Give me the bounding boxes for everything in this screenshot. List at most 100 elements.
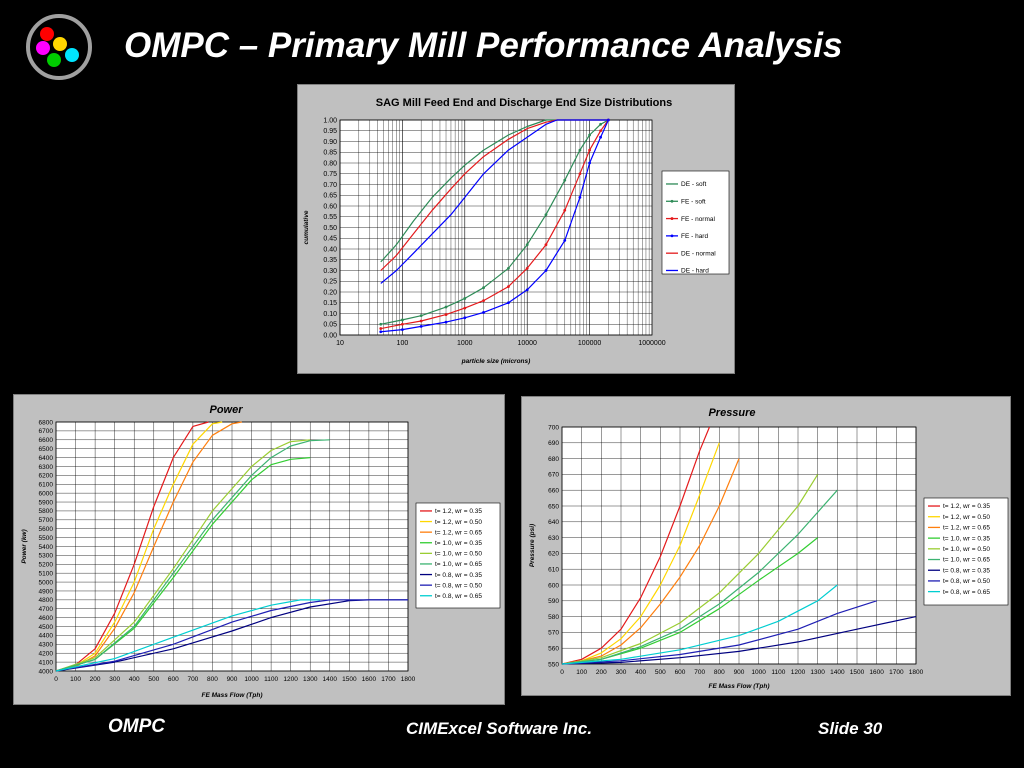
power-y-tick-label: 6100	[39, 482, 54, 489]
power-y-tick-label: 6700	[39, 428, 54, 435]
pressure-legend-label: t= 0.8, wr = 0.50	[943, 578, 990, 585]
size-series-point	[578, 148, 582, 152]
logo-dot-green	[47, 53, 61, 67]
pressure-x-axis-label: FE Mass Flow (Tph)	[708, 683, 769, 690]
size-series-point	[401, 328, 404, 332]
pressure-legend-label: t= 0.8, wr = 0.35	[943, 567, 990, 574]
pressure-y-tick-label: 620	[548, 551, 559, 558]
power-x-tick-label: 100	[70, 676, 81, 683]
logo-dot-cyan	[65, 48, 79, 62]
pressure-y-tick-label: 580	[548, 614, 559, 621]
size-series-line-6	[380, 119, 609, 284]
power-y-tick-label: 4400	[39, 633, 54, 640]
power-y-tick-label: 4600	[39, 615, 54, 622]
size-series-point	[588, 161, 591, 165]
pressure-y-tick-label: 570	[548, 630, 559, 637]
power-y-tick-label: 5000	[39, 579, 54, 586]
pressure-x-tick-label: 900	[734, 669, 745, 676]
size-series-point	[563, 208, 567, 212]
pressure-y-tick-label: 590	[548, 598, 559, 605]
size-series-point	[525, 243, 529, 247]
power-y-tick-label: 4500	[39, 624, 54, 631]
size-series-point	[507, 266, 510, 270]
pressure-legend-label: t= 1.0, wr = 0.35	[943, 535, 990, 542]
size-y-tick-label: 0.80	[323, 160, 337, 167]
pressure-y-tick-label: 690	[548, 440, 559, 447]
power-legend-box	[415, 502, 501, 609]
size-series-line-3	[380, 119, 609, 330]
size-series-point	[507, 301, 510, 305]
size-series-point	[444, 305, 448, 309]
pressure-legend-label: t= 1.2, wr = 0.65	[943, 525, 990, 532]
size-x-tick-label: 100000	[578, 340, 601, 347]
power-legend-label: t= 1.2, wr = 0.65	[435, 529, 482, 536]
size-legend-label: FE - hard	[681, 233, 708, 240]
size-x-axis-label: particle size (microns)	[461, 358, 531, 365]
size-series-point	[401, 318, 404, 322]
pressure-x-tick-label: 1200	[791, 669, 806, 676]
size-x-tick-label: 1000	[457, 340, 473, 347]
power-y-tick-label: 4100	[39, 659, 54, 666]
power-x-tick-label: 300	[109, 676, 120, 683]
power-chart: Power40004100420043004400450046004700480…	[21, 404, 501, 699]
pressure-legend-label: t= 0.8, wr = 0.65	[943, 589, 990, 596]
pressure-y-tick-label: 660	[548, 488, 559, 495]
size-y-tick-label: 0.30	[323, 268, 337, 275]
size-y-tick-label: 0.85	[323, 150, 337, 157]
size-x-tick-label: 10000	[517, 340, 537, 347]
pressure-x-tick-label: 1500	[850, 669, 865, 676]
pressure-y-tick-label: 700	[548, 424, 559, 431]
size-series-point	[563, 178, 567, 182]
pressure-series-line-1	[561, 426, 711, 665]
size-series-line-4	[380, 119, 609, 333]
pressure-x-tick-label: 0	[560, 669, 564, 676]
size-series-point	[463, 306, 467, 310]
size-series-point	[588, 148, 591, 152]
pressure-y-axis-label: Pressure (psi)	[529, 524, 536, 567]
pressure-y-tick-label: 550	[548, 661, 559, 668]
pressure-x-tick-label: 200	[596, 669, 607, 676]
power-series-line-1	[55, 421, 209, 672]
size-series-point	[544, 269, 548, 272]
pressure-x-tick-label: 800	[714, 669, 725, 676]
pressure-y-tick-label: 680	[548, 456, 559, 463]
pressure-y-tick-label: 640	[548, 519, 559, 526]
size-series-point	[599, 135, 602, 139]
size-series-point	[599, 122, 602, 126]
power-x-tick-label: 800	[207, 676, 218, 683]
pressure-series-line-6	[561, 489, 838, 665]
size-y-tick-label: 0.55	[323, 214, 337, 221]
power-x-tick-label: 700	[187, 676, 198, 683]
pressure-x-tick-label: 1800	[909, 669, 924, 676]
power-y-tick-label: 4700	[39, 606, 54, 613]
pressure-y-tick-label: 630	[548, 535, 559, 542]
size-series-point	[401, 322, 404, 326]
power-x-tick-label: 1000	[244, 676, 259, 683]
power-series-line-9	[55, 599, 320, 672]
pressure-chart-panel: Pressure 550 560 570 580 590 600 610 620 630 640 65…	[521, 396, 1011, 696]
size-series-point	[444, 313, 448, 316]
pressure-x-tick-label: 500	[655, 669, 666, 676]
size-series-point	[379, 322, 383, 326]
size-series-point	[578, 196, 582, 199]
power-legend-label: t= 1.0, wr = 0.65	[435, 561, 482, 568]
size-y-tick-label: 0.10	[323, 311, 337, 318]
size-distribution-chart-panel: SAG Mill Feed End and Discharge End Size…	[297, 84, 735, 374]
size-y-tick-label: 0.60	[323, 203, 337, 210]
pressure-chart-title: Pressure	[708, 407, 755, 419]
size-y-tick-label: 0.25	[323, 279, 337, 286]
pressure-series-line-3	[561, 458, 740, 665]
size-y-tick-label: 0.90	[323, 139, 337, 146]
size-legend-label: FE - normal	[681, 216, 716, 223]
size-y-tick-label: 0.70	[323, 182, 337, 189]
power-y-tick-label: 4300	[39, 642, 54, 649]
power-y-axis-label: Power (kw)	[21, 529, 28, 563]
pressure-chart: Pressure 550 560 570 580 590 600 610 620 630 640 65…	[529, 407, 1009, 690]
size-series-point	[379, 327, 383, 330]
size-y-tick-label: 0.75	[323, 171, 337, 178]
power-x-tick-label: 1400	[323, 676, 338, 683]
size-series-line-1	[380, 119, 609, 263]
logo-dot-red	[40, 27, 54, 41]
power-x-tick-label: 400	[129, 676, 140, 683]
power-chart-panel: Power 4000 4100 4200 4300 4400 4500 4600 4700 480…	[13, 394, 505, 705]
